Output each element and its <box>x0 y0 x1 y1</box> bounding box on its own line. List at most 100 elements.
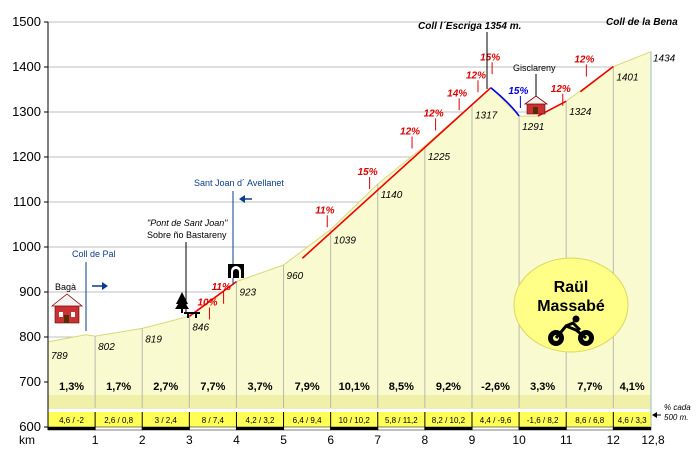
x-tick-label: 9 <box>469 433 476 447</box>
max-slope-label: 12% <box>551 84 571 95</box>
max-slope-label: 12% <box>466 70 486 81</box>
ruler-segment <box>47 426 96 431</box>
altitude-label: 819 <box>145 334 162 345</box>
segment-subslope-label: 4,6 / 3,3 <box>618 416 647 425</box>
segment-subslope-label: 4,2 / 3,2 <box>246 416 275 425</box>
segment-subslope-label: 8,2 / 10,2 <box>432 416 466 425</box>
arrow-left-icon <box>652 412 661 418</box>
label-layer: 789 802 819 846 923 960 1039 1140 1225 1317 1291 13… <box>51 52 676 425</box>
ruler-segment <box>613 426 652 431</box>
max-slope-label: 15% <box>358 167 378 178</box>
segment-average-label: 1,7% <box>106 381 131 393</box>
altitude-label: 846 <box>192 322 209 333</box>
segment-average-label: 1,3% <box>59 381 84 393</box>
km-ruler <box>47 412 652 431</box>
ruler-note-2: 500 m. <box>664 413 688 422</box>
start-town-label: Bagà <box>55 282 76 292</box>
x-tick-label: 12,8 <box>641 433 665 447</box>
steep-section <box>188 281 237 317</box>
y-tick-label: 1100 <box>13 194 41 209</box>
max-slope-label: 11% <box>315 205 334 216</box>
segment-average-label: 7,7% <box>200 381 225 393</box>
x-tick-label: 2 <box>139 433 146 447</box>
ruler-segment <box>283 426 331 431</box>
tree-icon <box>175 292 189 313</box>
summit-label: Coll l´Escriga 1354 m. <box>418 21 521 32</box>
x-tick-label: 5 <box>280 433 287 447</box>
pont-label-1: "Pont de Sant Joan" <box>147 218 228 228</box>
segment-subslope-label: 2,6 / 0,8 <box>104 416 133 425</box>
segment-subslope-label: 3 / 2,4 <box>155 416 178 425</box>
max-slope-label: 10% <box>197 298 217 309</box>
x-tick-label: 4 <box>233 433 240 447</box>
segment-average-label: 7,7% <box>577 381 602 393</box>
descent-section <box>490 87 520 117</box>
ruler-band <box>48 412 651 427</box>
ruler-segment <box>471 426 520 431</box>
arrow-right-icon <box>92 282 108 290</box>
max-slope-label: 14% <box>447 88 467 99</box>
rider-name-1: Raül <box>554 279 589 296</box>
average-band <box>48 395 651 408</box>
ruler-segment <box>377 426 426 431</box>
ruler-note: % cada 500 m. <box>652 403 691 422</box>
y-tick-label: 900 <box>19 284 41 299</box>
coll-de-pal-label: Coll de Pal <box>72 249 116 259</box>
altitude-label: 802 <box>98 342 115 353</box>
cyclist-icon <box>548 315 594 346</box>
gisclareny-label: Gisclareny <box>513 63 556 73</box>
segment-average-label: 3,3% <box>530 381 555 393</box>
x-tick-label: 6 <box>327 433 334 447</box>
ruler-segment <box>94 426 143 431</box>
segment-average-label: 9,2% <box>436 381 461 393</box>
y-tick-label: 600 <box>19 419 41 434</box>
profile-area-layer <box>47 50 652 409</box>
x-tick-label: 3 <box>186 433 193 447</box>
altitude-label: 1225 <box>428 152 451 163</box>
max-slope-label: 12% <box>574 55 594 66</box>
segment-subslope-label: 4,4 / -9,6 <box>480 416 512 425</box>
arrow-left-icon <box>239 195 252 203</box>
church-icon <box>523 95 549 115</box>
y-tick-label: 1300 <box>12 104 41 119</box>
pont-label-2: Sobre ño Bastareny <box>147 230 227 240</box>
altitude-label: 1039 <box>334 235 357 246</box>
house-icon <box>50 293 84 324</box>
x-tick-label: 12 <box>607 433 621 447</box>
x-tick-label: 10 <box>512 433 526 447</box>
y-tick-label: 700 <box>19 374 41 389</box>
x-tick-label: 7 <box>374 433 381 447</box>
segment-average-label: 4,1% <box>620 381 645 393</box>
segment-subslope-label: 8,6 / 6,8 <box>575 416 604 425</box>
segment-subslope-label: 5,8 / 11,2 <box>385 416 418 425</box>
profile-area <box>47 50 652 409</box>
segment-average-label: -2,6% <box>481 381 510 393</box>
y-tick-label: 1200 <box>12 149 41 164</box>
altitude-label: 789 <box>51 351 68 362</box>
ruler-segment <box>424 426 473 431</box>
ruler-segment <box>189 426 237 431</box>
altitude-label: 1140 <box>381 190 403 201</box>
segment-subslope-label: -1,6 / 8,2 <box>527 416 559 425</box>
ruler-segment <box>236 426 284 431</box>
x-tick-label: 1 <box>92 433 99 447</box>
ruler-segment <box>518 426 567 431</box>
ruler-segment <box>330 426 379 431</box>
tunnel-icon <box>228 264 244 278</box>
max-slope-label: 15% <box>508 86 528 97</box>
segment-average-label: 8,5% <box>389 381 414 393</box>
segment-average-label: 3,7% <box>247 381 272 393</box>
segment-subslope-label: 10 / 10,2 <box>339 416 371 425</box>
max-slope-label: 12% <box>400 127 420 138</box>
sant-joan-label: Sant Joan d´ Avellanet <box>194 178 284 188</box>
y-tick-label: 1500 <box>12 14 41 29</box>
y-tick-label: 1400 <box>12 59 41 74</box>
segment-subslope-label: 6,4 / 9,4 <box>293 416 322 425</box>
ruler-segment <box>141 426 190 431</box>
x-tick-label: 8 <box>422 433 429 447</box>
bridge-icon <box>184 312 200 318</box>
segment-average-label: 2,7% <box>153 381 178 393</box>
x-tick-label: 11 <box>560 433 573 447</box>
